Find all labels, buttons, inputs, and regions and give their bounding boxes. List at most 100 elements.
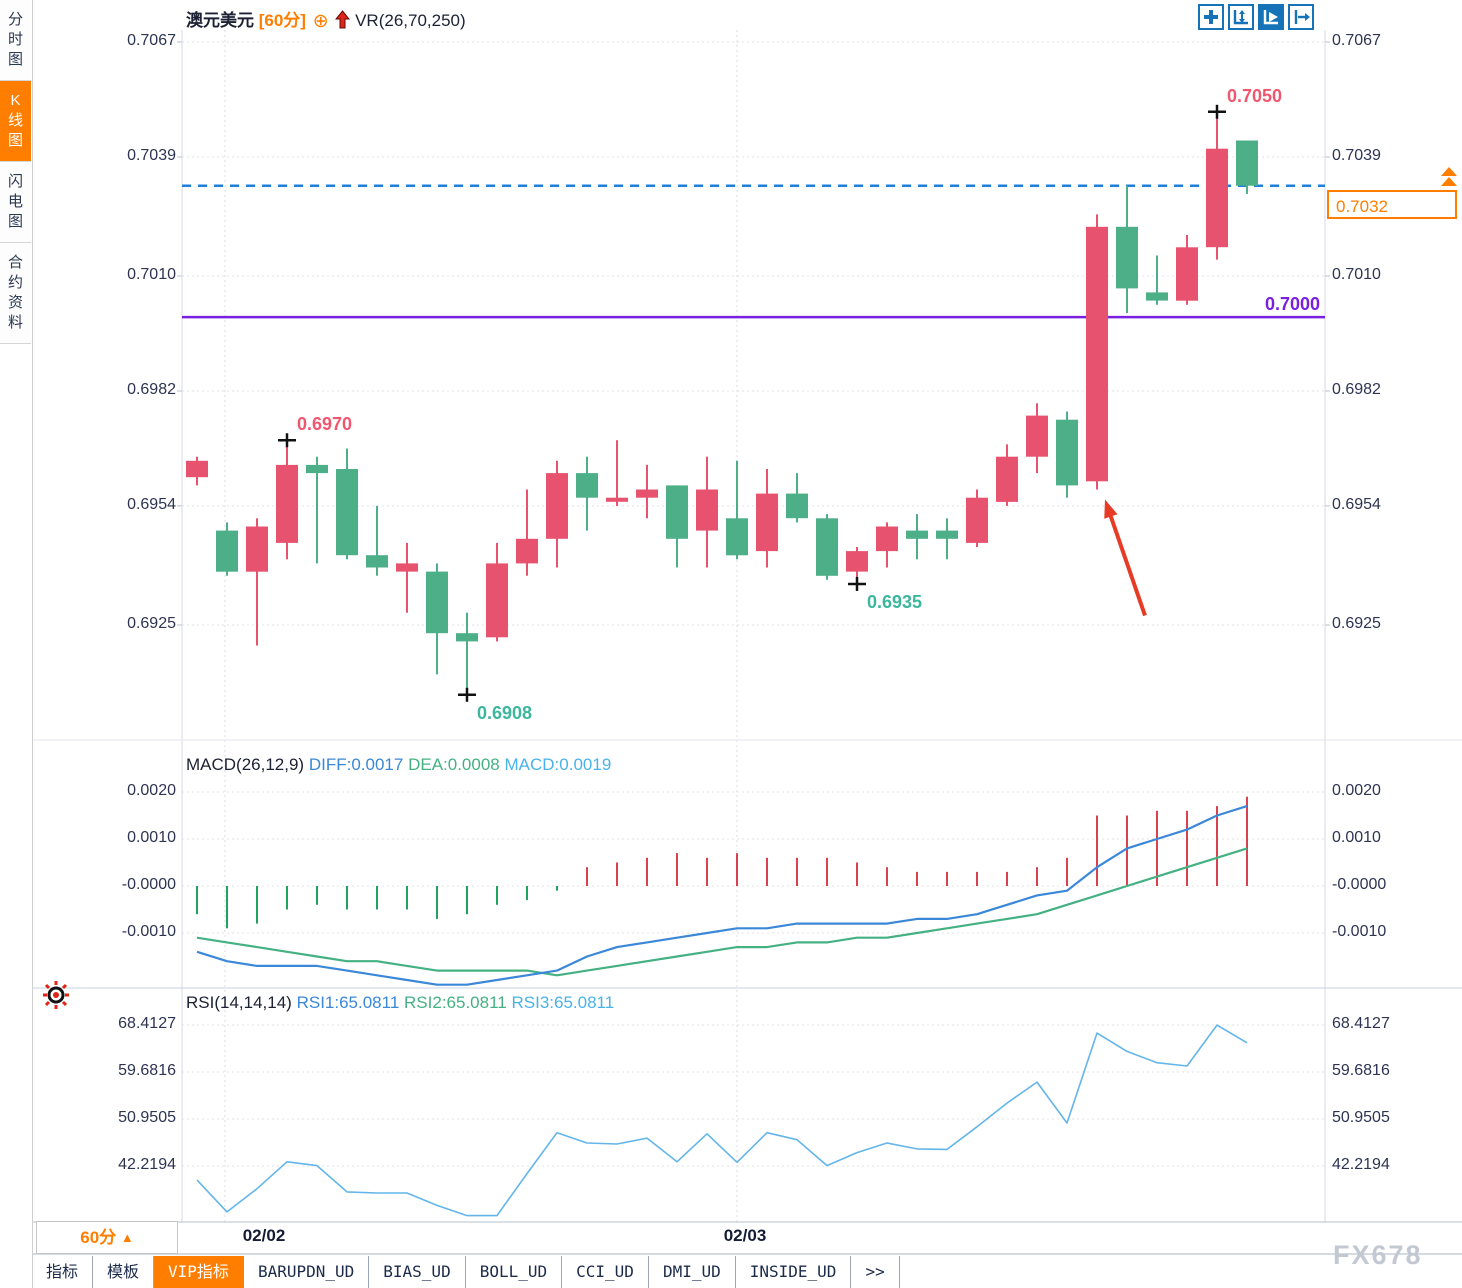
rsi1-value: RSI1:65.0811 (296, 993, 400, 1012)
current-price-value: 0.7032 (1336, 197, 1388, 216)
candle (576, 473, 598, 498)
rsi-header: RSI(14,14,14) RSI1:65.0811 RSI2:65.0811 … (186, 993, 614, 1013)
y-axis-label: 0.6982 (127, 380, 176, 398)
y-axis-label: 0.7039 (127, 146, 176, 164)
candle (966, 497, 988, 543)
chart-toolbar (1198, 4, 1314, 30)
tab-模板[interactable]: 模板 (93, 1256, 155, 1288)
swing-label: 0.6935 (867, 592, 922, 612)
tab->>[interactable]: >> (851, 1256, 900, 1288)
swing-marker-cross (848, 576, 866, 591)
y-axis-label: 0.7067 (127, 32, 176, 49)
y-axis-label: 42.2194 (118, 1155, 176, 1173)
auto-fit-icon[interactable] (1258, 4, 1284, 30)
watermark: FX678 (1333, 1240, 1423, 1270)
y-axis-label: 0.0020 (1332, 782, 1381, 799)
y-axis-label: 0.6954 (1332, 495, 1381, 513)
up-arrow-icon (335, 10, 351, 29)
candle (636, 489, 658, 498)
annotation-arrow (1104, 499, 1118, 519)
indicator-tab-bar: 指标 模板 VIP指标 BARUPDN_UD BIAS_UD BOLL_UD CCI_UD D… (32, 1256, 1462, 1288)
y-axis-label: 0.0010 (127, 829, 176, 846)
y-axis-label: 0.7039 (1332, 146, 1381, 164)
macd-dea-value: DEA:0.0008 (408, 755, 500, 774)
tab-DMI_UD[interactable]: DMI_UD (649, 1256, 736, 1288)
candle (336, 469, 358, 556)
candle (906, 530, 928, 539)
tab-指标[interactable]: 指标 (32, 1256, 94, 1288)
chart-header: 澳元美元 [60分] ⊕ VR(26,70,250) (186, 6, 466, 33)
candle (726, 518, 748, 556)
candle (396, 563, 418, 572)
candle (1026, 415, 1048, 457)
tab-CCI_UD[interactable]: CCI_UD (562, 1256, 649, 1288)
period-label[interactable]: [60分] (258, 11, 306, 30)
y-axis-label: 0.6954 (127, 495, 176, 513)
sidebar-item-分时图[interactable]: 分时图 (0, 0, 31, 81)
swing-marker-cross (278, 433, 296, 448)
y-axis-label: 0.0010 (1332, 829, 1381, 846)
y-axis-label: 59.6816 (1332, 1061, 1390, 1079)
indicator-settings-icon[interactable] (40, 980, 72, 1015)
candle (666, 485, 688, 539)
swing-label: 0.6908 (477, 703, 532, 723)
candle (1176, 247, 1198, 301)
y-axis-label: 0.6982 (1332, 380, 1381, 398)
circled-plus-icon[interactable]: ⊕ (312, 11, 329, 32)
x-axis-date-label: 02/03 (723, 1226, 767, 1245)
price-up-arrows-icon (1441, 167, 1457, 187)
period-selector[interactable]: 60分 ▲ (36, 1221, 178, 1254)
overlay-indicator-label: VR(26,70,250) (355, 11, 466, 30)
candle (936, 530, 958, 539)
tab-VIP指标[interactable]: VIP指标 (154, 1256, 244, 1288)
symbol-name: 澳元美元 (186, 11, 254, 30)
swing-marker-cross (458, 687, 476, 702)
rsi-title: RSI(14,14,14) (186, 993, 292, 1012)
candle (366, 555, 388, 568)
candle (1236, 140, 1258, 186)
candle (606, 497, 628, 502)
candle (786, 493, 808, 519)
candle (186, 460, 208, 478)
swing-label: 0.7050 (1227, 86, 1282, 106)
rsi2-value: RSI2:65.0811 (404, 993, 507, 1012)
candles-layer (186, 111, 1258, 695)
sidebar-item-合约资料[interactable]: 合约资料 (0, 243, 31, 344)
candle (876, 526, 898, 552)
macd-header: MACD(26,12,9) DIFF:0.0017 DEA:0.0008 MAC… (186, 755, 611, 775)
crosshair-icon[interactable] (1198, 4, 1224, 30)
y-axis-label: 68.4127 (118, 1015, 176, 1032)
candle (846, 551, 868, 572)
y-axis-label: 0.7010 (1332, 266, 1381, 284)
y-axis-label: 0.7010 (127, 266, 176, 284)
sidebar-item-label: K线图 (7, 92, 23, 149)
y-axis-label: 0.6925 (1332, 614, 1381, 632)
y-axis-label: -0.0000 (1332, 876, 1387, 893)
candle (1056, 419, 1078, 486)
go-to-latest-icon[interactable] (1288, 4, 1314, 30)
tab-BIAS_UD[interactable]: BIAS_UD (369, 1256, 466, 1288)
sidebar-item-label: 分时图 (7, 11, 23, 68)
candle (816, 518, 838, 576)
current-price-tag: 0.7032 (1327, 190, 1457, 219)
candle (246, 526, 268, 572)
tab-INSIDE_UD[interactable]: INSIDE_UD (736, 1256, 852, 1288)
macd-title: MACD(26,12,9) (186, 755, 305, 774)
y-axis-label: -0.0000 (121, 876, 176, 893)
tab-BOLL_UD[interactable]: BOLL_UD (466, 1256, 563, 1288)
candle (306, 464, 328, 474)
candle (456, 633, 478, 642)
y-axis-label: 50.9505 (1332, 1108, 1390, 1126)
candle (276, 464, 298, 543)
candle (426, 571, 448, 634)
candle (756, 493, 778, 552)
tab-BARUPDN_UD[interactable]: BARUPDN_UD (244, 1256, 370, 1288)
y-axis-label: 50.9505 (118, 1108, 176, 1126)
macd-macd-value: MACD:0.0019 (504, 755, 612, 774)
sidebar-item-K线图[interactable]: K线图 (0, 81, 31, 162)
sidebar-item-闪电图[interactable]: 闪电图 (0, 162, 31, 243)
y-axis-label: 59.6816 (118, 1061, 176, 1079)
axis-range-icon[interactable] (1228, 4, 1254, 30)
